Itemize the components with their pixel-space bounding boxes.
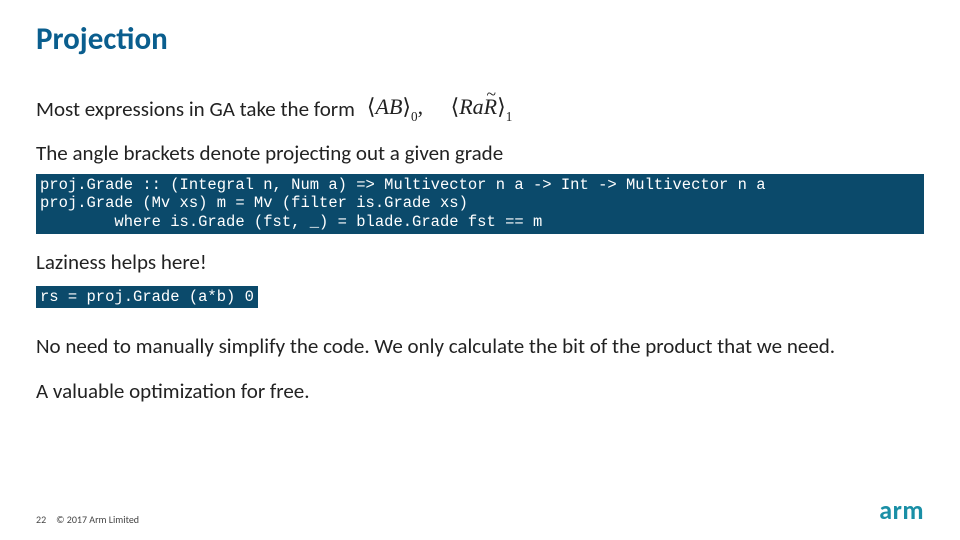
formula-2-sub: 1: [506, 109, 513, 124]
intro-row: Most expressions in GA take the form ⟨AB…: [36, 94, 924, 123]
copyright-text: © 2017 Arm Limited: [56, 513, 139, 526]
page-number: 22: [36, 513, 46, 526]
line-optimization: A valuable optimization for free.: [36, 377, 924, 405]
formula-2-prefix: Ra: [459, 94, 483, 119]
formula-comma: ,: [418, 94, 424, 119]
line-laziness: Laziness helps here!: [36, 248, 924, 276]
formula-1-body: AB: [376, 94, 403, 119]
slide: Projection Most expressions in GA take t…: [0, 0, 960, 540]
formula-1-sub: 0: [411, 109, 418, 124]
footer-left: 22 © 2017 Arm Limited: [36, 513, 139, 526]
code-block-rs: rs = proj.Grade (a*b) 0: [36, 286, 258, 309]
formula-2-tilde: R: [484, 94, 497, 119]
code-block-projgrade: proj.Grade :: (Integral n, Num a) => Mul…: [36, 174, 924, 234]
arm-logo: arm: [879, 494, 924, 526]
footer: 22 © 2017 Arm Limited arm: [36, 494, 924, 526]
formula-1: ⟨AB⟩0, ⟨RaR⟩1: [367, 94, 512, 123]
line-no-need: No need to manually simplify the code. W…: [36, 332, 924, 360]
line-angle-brackets: The angle brackets denote projecting out…: [36, 139, 924, 167]
intro-text: Most expressions in GA take the form: [36, 96, 355, 122]
slide-title: Projection: [36, 20, 924, 58]
